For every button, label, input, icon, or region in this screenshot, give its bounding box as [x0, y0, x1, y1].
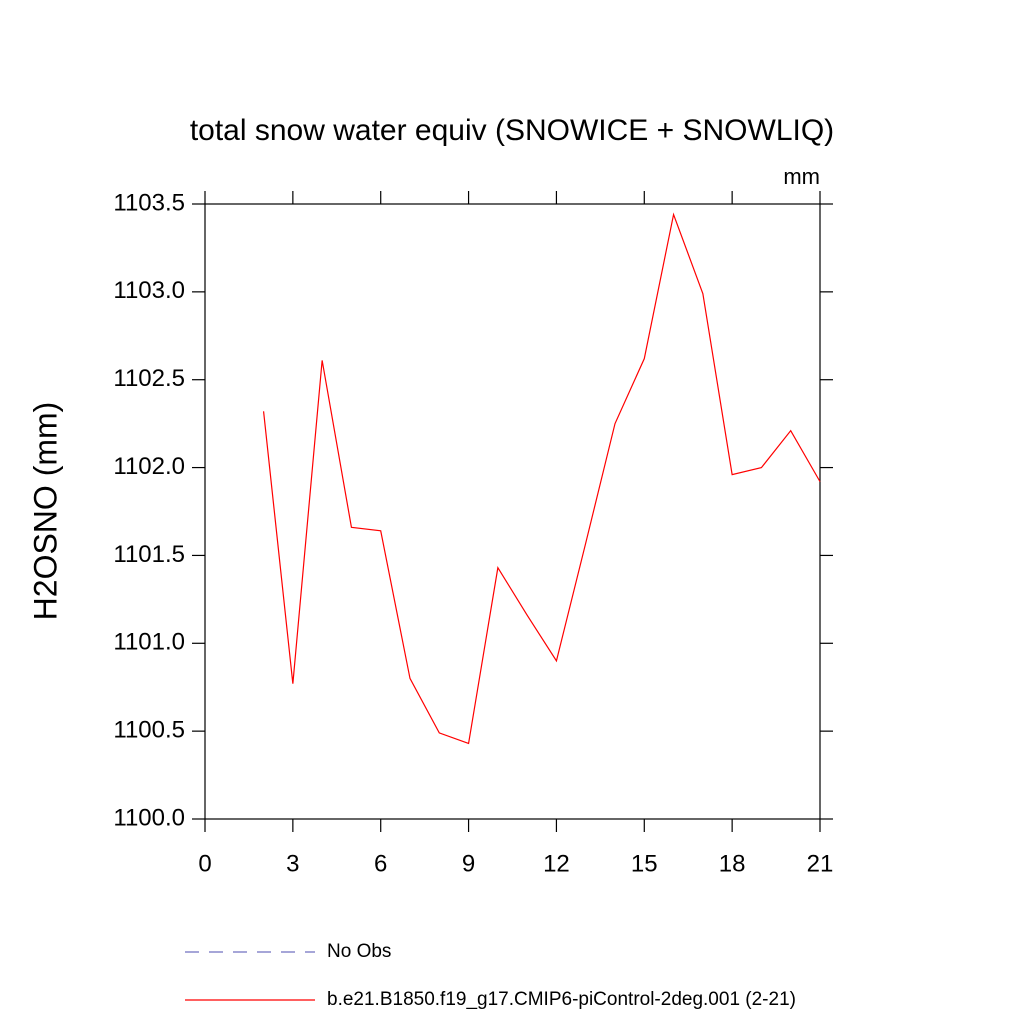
- units-label: mm: [783, 164, 820, 189]
- y-tick-label: 1100.5: [113, 716, 185, 743]
- data-line: [262, 212, 821, 745]
- x-tick-label: 3: [286, 850, 299, 877]
- legend-label: b.e21.B1850.f19_g17.CMIP6-piControl-2deg…: [327, 989, 796, 1010]
- x-tick-label: 18: [719, 850, 746, 877]
- x-tick-label: 12: [543, 850, 570, 877]
- y-axis-label: H2OSNO (mm): [27, 402, 63, 621]
- y-tick-label: 1103.0: [113, 277, 185, 304]
- x-tick-label: 15: [631, 850, 658, 877]
- chart-title: total snow water equiv (SNOWICE + SNOWLI…: [190, 114, 834, 147]
- plot-frame: [204, 203, 821, 820]
- y-tick-label: 1103.5: [113, 189, 185, 216]
- legend-label: No Obs: [327, 941, 391, 962]
- y-tick-label: 1102.0: [113, 453, 185, 480]
- y-tick-label: 1102.5: [113, 365, 185, 392]
- y-tick-label: 1100.0: [113, 804, 185, 831]
- x-tick-label: 21: [807, 850, 834, 877]
- x-tick-label: 0: [198, 850, 211, 877]
- y-tick-label: 1101.5: [113, 541, 185, 568]
- y-tick-label: 1101.0: [113, 629, 185, 656]
- x-tick-label: 6: [374, 850, 387, 877]
- x-tick-label: 9: [462, 850, 475, 877]
